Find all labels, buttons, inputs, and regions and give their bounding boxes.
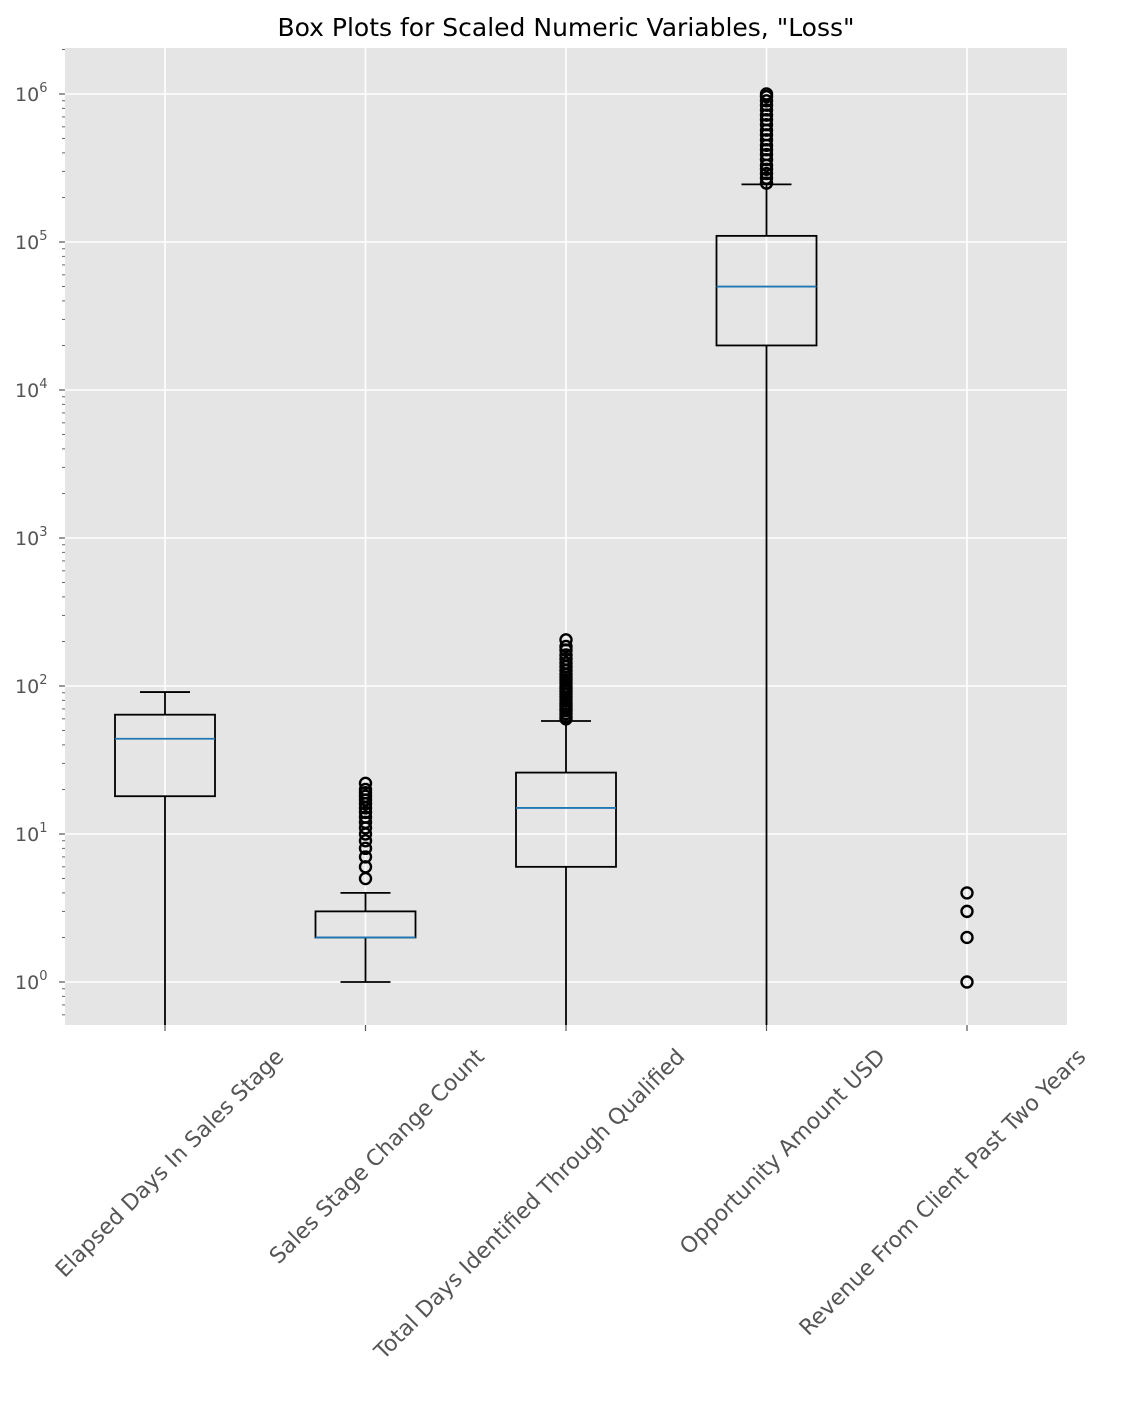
y-tick-base: 10 — [15, 528, 39, 550]
outlier-point — [960, 930, 974, 945]
y-tick-label: 100 — [15, 969, 47, 994]
outlier-point — [960, 975, 974, 989]
box-1 — [114, 691, 216, 1025]
y-tick-base: 10 — [15, 84, 39, 106]
outlier-point — [358, 841, 373, 856]
box-iqr — [715, 234, 818, 347]
outlier-point — [960, 886, 974, 900]
outlier-point — [559, 652, 573, 666]
outlier-point — [759, 133, 774, 147]
outlier-point — [759, 176, 774, 190]
outlier-point — [358, 850, 373, 864]
y-tick-label: 106 — [15, 81, 47, 106]
y-tick-base: 10 — [15, 380, 39, 402]
y-tick-exponent: 1 — [39, 821, 47, 836]
chart-title: Box Plots for Scaled Numeric Variables, … — [277, 13, 854, 42]
box-5 — [960, 886, 974, 989]
outlier-point — [759, 113, 774, 127]
outlier-point — [358, 834, 373, 848]
y-tick-exponent: 0 — [39, 969, 47, 984]
outlier-point — [559, 639, 573, 654]
y-tick-exponent: 2 — [39, 673, 47, 688]
outlier-point — [759, 147, 774, 162]
outlier-point — [759, 94, 774, 108]
y-tick-label: 104 — [15, 377, 47, 402]
x-tick-label: Opportunity Amount USD — [675, 1045, 890, 1260]
y-tick-exponent: 3 — [39, 525, 47, 540]
outlier-point — [759, 171, 774, 185]
y-tick-base: 10 — [15, 232, 39, 254]
box-iqr — [515, 771, 617, 868]
box-plots — [114, 87, 974, 1025]
outlier-point — [358, 805, 373, 820]
y-tick-label: 101 — [15, 821, 47, 846]
outlier-point — [358, 776, 373, 791]
box-3 — [515, 633, 617, 1025]
y-tick-exponent: 5 — [39, 229, 47, 244]
outlier-point — [759, 118, 774, 132]
outlier-point — [559, 633, 573, 647]
y-tick-label: 102 — [15, 673, 47, 698]
y-tick-base: 10 — [15, 824, 39, 846]
box-4 — [715, 87, 818, 1025]
outlier-point — [759, 166, 774, 181]
y-tick-label: 103 — [15, 525, 47, 550]
outlier-point — [759, 162, 774, 176]
box-2 — [314, 776, 417, 983]
outlier-point — [358, 782, 373, 797]
outlier-point — [358, 810, 373, 824]
outlier-point — [960, 904, 974, 919]
y-tick-base: 10 — [15, 676, 39, 698]
outlier-point — [559, 648, 573, 662]
y-tick-exponent: 4 — [39, 377, 47, 392]
x-tick-label: Sales Stage Change Count — [265, 1044, 490, 1269]
y-tick-label: 105 — [15, 229, 47, 254]
y-tick-exponent: 6 — [39, 81, 47, 96]
outlier-point — [759, 103, 774, 117]
y-tick-base: 10 — [15, 972, 39, 994]
box-iqr — [114, 713, 216, 798]
outlier-point — [559, 656, 573, 670]
outlier-point — [759, 87, 774, 101]
x-tick-label: Total Days Identified Through Qualified — [369, 1045, 690, 1366]
x-tick-label: Elapsed Days In Sales Stage — [51, 1045, 289, 1283]
